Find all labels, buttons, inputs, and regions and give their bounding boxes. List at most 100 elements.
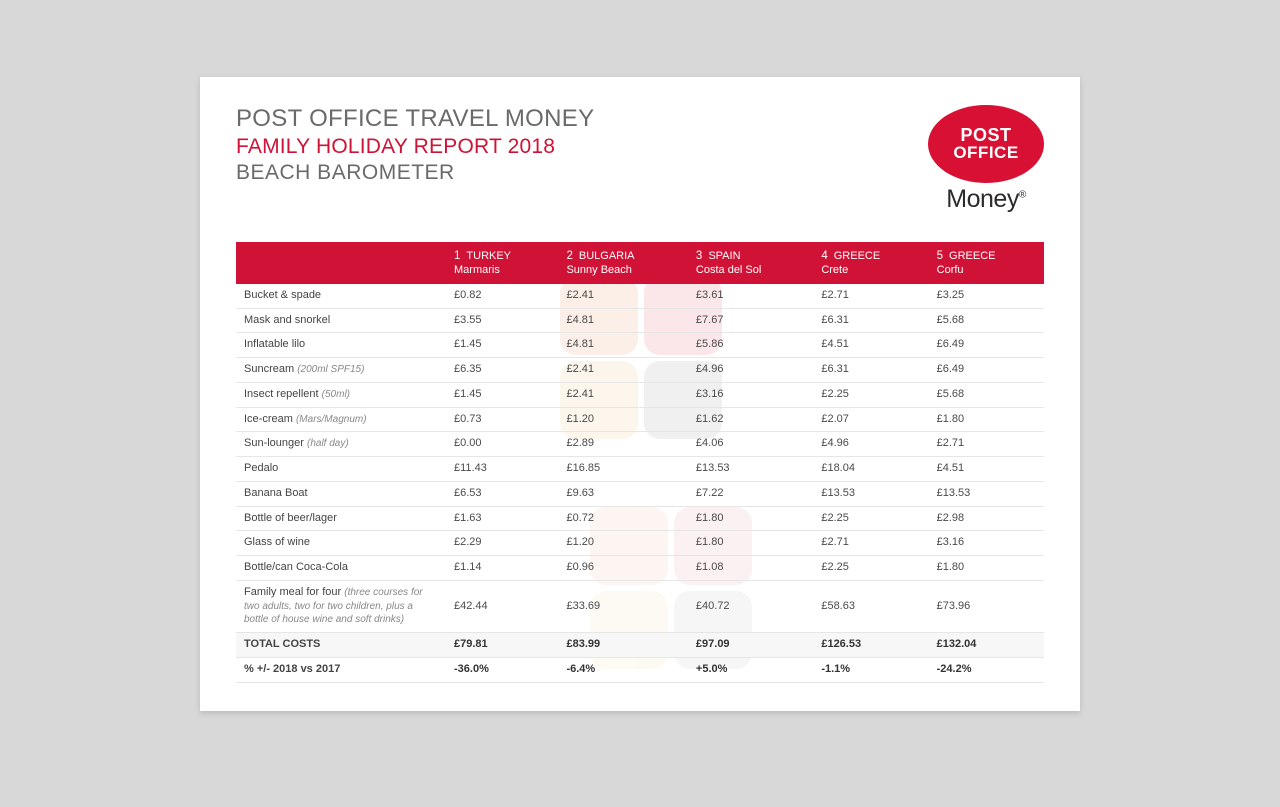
price-cell: £2.25	[813, 556, 928, 581]
table-row: Sun-lounger (half day)£0.00£2.89£4.06£4.…	[236, 432, 1044, 457]
price-cell: £4.51	[813, 333, 928, 358]
price-cell: £42.44	[446, 580, 558, 632]
price-cell: £0.96	[558, 556, 687, 581]
item-label: Bottle of beer/lager	[236, 506, 446, 531]
total-cell: £79.81	[446, 633, 558, 658]
item-label: Family meal for four (three courses for …	[236, 580, 446, 632]
price-cell: £1.80	[688, 531, 813, 556]
price-cell: £58.63	[813, 580, 928, 632]
item-label: Bottle/can Coca-Cola	[236, 556, 446, 581]
item-column-header	[236, 242, 446, 284]
item-label: Insect repellent (50ml)	[236, 382, 446, 407]
logo-word-2: OFFICE	[953, 144, 1018, 163]
price-cell: £4.81	[558, 308, 687, 333]
destination-column-header: 3SPAINCosta del Sol	[688, 242, 813, 284]
item-label: Sun-lounger (half day)	[236, 432, 446, 457]
total-cell: £126.53	[813, 633, 928, 658]
price-cell: £1.20	[558, 407, 687, 432]
logo-subbrand: Money®	[928, 185, 1044, 214]
price-cell: £18.04	[813, 457, 928, 482]
delta-cell: -6.4%	[558, 657, 687, 682]
destination-column-header: 1TURKEYMarmaris	[446, 242, 558, 284]
title-line-2: FAMILY HOLIDAY REPORT 2018	[236, 135, 594, 159]
table-row: Suncream (200ml SPF15)£6.35£2.41£4.96£6.…	[236, 358, 1044, 383]
table-row: Glass of wine£2.29£1.20£1.80£2.71£3.16	[236, 531, 1044, 556]
price-cell: £6.49	[929, 333, 1044, 358]
logo-word-1: POST	[960, 126, 1011, 144]
item-label: Glass of wine	[236, 531, 446, 556]
price-cell: £1.08	[688, 556, 813, 581]
price-cell: £6.31	[813, 308, 928, 333]
price-cell: £1.80	[688, 506, 813, 531]
price-cell: £3.25	[929, 284, 1044, 308]
price-cell: £6.35	[446, 358, 558, 383]
price-cell: £1.80	[929, 407, 1044, 432]
table-body: Bucket & spade£0.82£2.41£3.61£2.71£3.25M…	[236, 284, 1044, 682]
destination-column-header: 5GREECECorfu	[929, 242, 1044, 284]
price-cell: £4.06	[688, 432, 813, 457]
price-cell: £2.29	[446, 531, 558, 556]
price-cell: £9.63	[558, 481, 687, 506]
price-cell: £5.86	[688, 333, 813, 358]
delta-cell: -1.1%	[813, 657, 928, 682]
price-cell: £1.63	[446, 506, 558, 531]
item-label: Ice-cream (Mars/Magnum)	[236, 407, 446, 432]
table-header: 1TURKEYMarmaris2BULGARIASunny Beach3SPAI…	[236, 242, 1044, 284]
price-cell: £1.62	[688, 407, 813, 432]
price-cell: £0.73	[446, 407, 558, 432]
price-cell: £2.41	[558, 382, 687, 407]
price-cell: £4.96	[813, 432, 928, 457]
price-cell: £3.55	[446, 308, 558, 333]
delta-row: % +/- 2018 vs 2017-36.0%-6.4%+5.0%-1.1%-…	[236, 657, 1044, 682]
price-cell: £2.25	[813, 382, 928, 407]
price-cell: £4.96	[688, 358, 813, 383]
header: POST OFFICE TRAVEL MONEY FAMILY HOLIDAY …	[236, 105, 1044, 214]
price-cell: £1.45	[446, 382, 558, 407]
total-row: TOTAL COSTS£79.81£83.99£97.09£126.53£132…	[236, 633, 1044, 658]
item-label: Banana Boat	[236, 481, 446, 506]
price-table: 1TURKEYMarmaris2BULGARIASunny Beach3SPAI…	[236, 242, 1044, 682]
total-cell: £132.04	[929, 633, 1044, 658]
total-cell: £83.99	[558, 633, 687, 658]
report-card: POST OFFICE TRAVEL MONEY FAMILY HOLIDAY …	[200, 77, 1080, 710]
table-row: Banana Boat£6.53£9.63£7.22£13.53£13.53	[236, 481, 1044, 506]
price-cell: £6.53	[446, 481, 558, 506]
price-cell: £16.85	[558, 457, 687, 482]
price-cell: £3.61	[688, 284, 813, 308]
price-cell: £3.16	[929, 531, 1044, 556]
table-row: Bucket & spade£0.82£2.41£3.61£2.71£3.25	[236, 284, 1044, 308]
title-line-3: BEACH BAROMETER	[236, 161, 594, 185]
delta-label: % +/- 2018 vs 2017	[236, 657, 446, 682]
price-cell: £0.72	[558, 506, 687, 531]
price-cell: £1.14	[446, 556, 558, 581]
price-cell: £1.20	[558, 531, 687, 556]
price-cell: £13.53	[813, 481, 928, 506]
logo-oval: POST OFFICE	[928, 105, 1044, 183]
price-cell: £1.80	[929, 556, 1044, 581]
delta-cell: -24.2%	[929, 657, 1044, 682]
table-row: Insect repellent (50ml)£1.45£2.41£3.16£2…	[236, 382, 1044, 407]
price-cell: £2.89	[558, 432, 687, 457]
price-cell: £5.68	[929, 382, 1044, 407]
table-row: Mask and snorkel£3.55£4.81£7.67£6.31£5.6…	[236, 308, 1044, 333]
total-cell: £97.09	[688, 633, 813, 658]
price-cell: £73.96	[929, 580, 1044, 632]
price-cell: £4.51	[929, 457, 1044, 482]
price-cell: £2.71	[929, 432, 1044, 457]
price-cell: £2.41	[558, 358, 687, 383]
title-block: POST OFFICE TRAVEL MONEY FAMILY HOLIDAY …	[236, 105, 594, 185]
price-cell: £0.00	[446, 432, 558, 457]
price-cell: £6.31	[813, 358, 928, 383]
table-row: Ice-cream (Mars/Magnum)£0.73£1.20£1.62£2…	[236, 407, 1044, 432]
item-label: Mask and snorkel	[236, 308, 446, 333]
price-cell: £11.43	[446, 457, 558, 482]
price-cell: £7.67	[688, 308, 813, 333]
price-cell: £13.53	[929, 481, 1044, 506]
item-label: Bucket & spade	[236, 284, 446, 308]
price-cell: £3.16	[688, 382, 813, 407]
price-cell: £40.72	[688, 580, 813, 632]
price-cell: £2.71	[813, 284, 928, 308]
item-label: Pedalo	[236, 457, 446, 482]
price-table-wrap: 1TURKEYMarmaris2BULGARIASunny Beach3SPAI…	[236, 242, 1044, 682]
price-cell: £4.81	[558, 333, 687, 358]
